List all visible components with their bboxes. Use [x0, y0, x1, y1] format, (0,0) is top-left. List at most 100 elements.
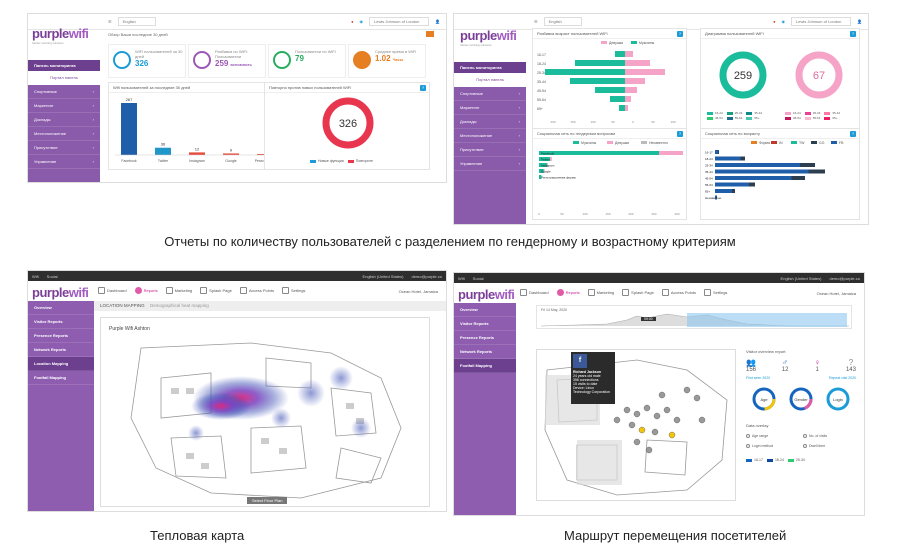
language-select[interactable]: English: [117, 17, 156, 26]
nav-item[interactable]: Reports: [556, 289, 580, 296]
action-button[interactable]: [426, 31, 434, 37]
tab-social[interactable]: Social: [46, 273, 58, 279]
eye-icon[interactable]: ◉: [781, 19, 786, 24]
tab-social[interactable]: Social: [472, 275, 484, 281]
nav-item[interactable]: Access Points: [661, 289, 696, 296]
sidebar-item[interactable]: Маркетинг ›: [28, 99, 100, 113]
overlay-option[interactable]: Age range: [746, 434, 799, 438]
age-bar: [715, 195, 717, 200]
sidebar-item[interactable]: Visitor Reports: [454, 317, 516, 331]
help-icon[interactable]: ?: [850, 31, 856, 37]
venue-select[interactable]: Lewis Johnson of London: [369, 17, 430, 26]
tooltip-line: Technology Corporation: [573, 390, 610, 394]
sidebar-item[interactable]: Маркетинг ›: [454, 101, 526, 115]
sidebar-item[interactable]: Управление ›: [28, 155, 100, 169]
logo[interactable]: purplewifi harder working wireless: [460, 28, 517, 47]
nav-item[interactable]: Splash Page: [200, 287, 232, 294]
route-map[interactable]: f Richard Jackson 24 years old male 356 co…: [536, 349, 736, 501]
logo[interactable]: purplewifi harder working wireless: [32, 26, 89, 45]
sidebar-item[interactable]: Местоположение ›: [454, 129, 526, 143]
male-bar: [545, 69, 625, 75]
menu-icon[interactable]: ☰: [108, 19, 112, 24]
sidebar-item[interactable]: Footfall Mapping: [28, 371, 94, 385]
alert-icon[interactable]: ●: [773, 19, 776, 24]
tab-wifi[interactable]: Wifi: [32, 273, 39, 279]
sidebar-item[interactable]: Visitor Reports: [28, 315, 94, 329]
language-select[interactable]: English (United States): [780, 275, 822, 281]
sidebar-header[interactable]: Панель мониторинга: [28, 60, 100, 71]
select-floor-plan-button[interactable]: Select Floor Plan: [247, 497, 288, 504]
radio-icon[interactable]: [746, 434, 750, 438]
sidebar-item[interactable]: Управление ›: [454, 157, 526, 171]
alert-icon[interactable]: ●: [351, 19, 354, 24]
overlay-option[interactable]: Login method: [746, 444, 799, 448]
nav-item[interactable]: Dashboard: [520, 289, 549, 296]
sidebar-item[interactable]: Доклады ›: [28, 113, 100, 127]
venue-select[interactable]: Lewis Johnson of London: [791, 17, 852, 26]
dashboard-overview-screenshot: ☰ English ● ◉ Lewis Johnson of London 👤 …: [27, 13, 447, 183]
nav-item[interactable]: Dashboard: [98, 287, 127, 294]
nav-item[interactable]: Settings: [703, 289, 727, 296]
chevron-right-icon: ›: [92, 159, 94, 164]
user-email[interactable]: demo@purple.co: [411, 273, 442, 279]
nav-label: Access Points: [670, 290, 696, 295]
card-title: Разбивка возраст пользователей WiFi: [533, 29, 686, 39]
help-icon[interactable]: ?: [850, 131, 856, 137]
eye-icon[interactable]: ◉: [359, 19, 364, 24]
language-select[interactable]: English: [543, 17, 582, 26]
heatmap-area[interactable]: Purple Wifi Ashton: [100, 317, 430, 507]
heatmap-screenshot: Wifi Social English (United States) demo…: [27, 270, 447, 512]
sidebar-item[interactable]: Overview: [454, 303, 516, 317]
bar-label: Google: [225, 159, 236, 163]
radio-icon[interactable]: [746, 444, 750, 448]
radio-icon[interactable]: [803, 434, 807, 438]
gender-bar: [659, 151, 683, 155]
nav-item[interactable]: Access Points: [239, 287, 274, 294]
overlay-option[interactable]: Dwell time: [803, 444, 856, 448]
sidebar-item-portal[interactable]: Портал панель: [454, 73, 526, 87]
bar-value: 12: [195, 146, 200, 151]
sidebar-item[interactable]: Спортивные ›: [28, 85, 100, 99]
tab-wifi[interactable]: Wifi: [458, 275, 465, 281]
time-chip[interactable]: 09:00: [641, 317, 656, 321]
help-icon[interactable]: ?: [420, 85, 426, 91]
sidebar-item[interactable]: Network Reports: [28, 343, 94, 357]
nav-item[interactable]: Splash Page: [622, 289, 654, 296]
overlay-option[interactable]: No. of visits: [803, 434, 856, 438]
user-icon[interactable]: 👤: [857, 19, 862, 24]
sidebar-header[interactable]: Панель мониторинга: [454, 62, 526, 73]
sidebar-item[interactable]: Presence Reports: [454, 331, 516, 345]
help-icon[interactable]: ?: [677, 31, 683, 37]
nav-item[interactable]: Marketing: [587, 289, 614, 296]
sidebar-item[interactable]: Presence Reports: [28, 329, 94, 343]
language-select[interactable]: English (United States): [362, 273, 404, 279]
kpi-card: Пользователи по WiFi 79: [268, 44, 346, 78]
venue-select[interactable]: Ocean Hotel, Jamaica: [816, 291, 856, 296]
kpi-label: WiFi пользователей за 30 дней: [135, 49, 183, 59]
sidebar-item[interactable]: Location Mapping: [28, 357, 94, 371]
timeline[interactable]: Fri 14 May, 2020 09:00: [536, 305, 852, 329]
help-icon[interactable]: ?: [677, 131, 683, 137]
nav-item[interactable]: Reports: [134, 287, 158, 294]
sidebar-item[interactable]: Местоположение ›: [28, 127, 100, 141]
nav-item[interactable]: Settings: [281, 287, 305, 294]
sidebar-item[interactable]: Спортивные ›: [454, 87, 526, 101]
sidebar-item[interactable]: Footfall Mapping: [454, 359, 516, 373]
venue-select[interactable]: Ocean Hotel, Jamaica: [398, 289, 438, 294]
sidebar-item[interactable]: Network Reports: [454, 345, 516, 359]
user-icon[interactable]: 👤: [435, 19, 440, 24]
logo[interactable]: purplewifi: [458, 287, 515, 302]
user-email[interactable]: demo@purple.co: [829, 275, 860, 281]
sidebar-item[interactable]: Доклады ›: [454, 115, 526, 129]
nav-item[interactable]: Marketing: [165, 287, 192, 294]
axis-tick: 300: [674, 212, 679, 216]
sidebar-item-portal[interactable]: Портал панель: [28, 71, 100, 85]
sidebar-item[interactable]: Присутствие ›: [454, 143, 526, 157]
sidebar-item[interactable]: Overview: [28, 301, 94, 315]
bar-label: Twitter: [158, 159, 169, 163]
radio-icon[interactable]: [803, 444, 807, 448]
menu-icon[interactable]: ☰: [534, 19, 538, 24]
heat-spot: [188, 425, 204, 441]
logo[interactable]: purplewifi: [32, 285, 89, 300]
sidebar-item[interactable]: Присутствие ›: [28, 141, 100, 155]
